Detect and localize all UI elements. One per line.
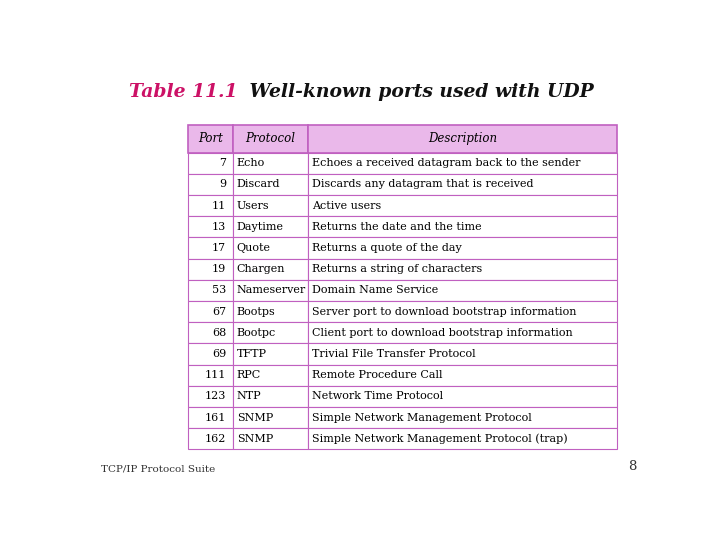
Bar — [308, 428, 617, 449]
Text: Active users: Active users — [312, 201, 381, 211]
Bar — [233, 238, 308, 259]
Text: Port: Port — [198, 132, 222, 145]
Text: Discard: Discard — [237, 179, 280, 190]
Bar — [233, 386, 308, 407]
Bar — [308, 386, 617, 407]
Bar — [233, 195, 308, 216]
Text: 53: 53 — [212, 286, 226, 295]
Bar — [308, 238, 617, 259]
Bar — [188, 343, 233, 364]
Bar — [308, 195, 617, 216]
Bar — [233, 259, 308, 280]
Text: Network Time Protocol: Network Time Protocol — [312, 392, 443, 401]
Text: 9: 9 — [219, 179, 226, 190]
Bar — [308, 407, 617, 428]
Text: Chargen: Chargen — [237, 264, 285, 274]
Text: Protocol: Protocol — [246, 132, 295, 145]
Bar — [308, 259, 617, 280]
Text: Daytime: Daytime — [237, 222, 284, 232]
Text: 162: 162 — [204, 434, 226, 444]
Text: Bootps: Bootps — [237, 307, 276, 316]
Text: 11: 11 — [212, 201, 226, 211]
Bar — [308, 216, 617, 238]
Bar — [188, 407, 233, 428]
Text: Users: Users — [237, 201, 269, 211]
Text: Trivial File Transfer Protocol: Trivial File Transfer Protocol — [312, 349, 475, 359]
Text: Server port to download bootstrap information: Server port to download bootstrap inform… — [312, 307, 577, 316]
Bar — [188, 195, 233, 216]
Text: Quote: Quote — [237, 243, 271, 253]
Bar — [188, 153, 233, 174]
Text: 8: 8 — [629, 460, 637, 473]
Text: Nameserver: Nameserver — [237, 286, 306, 295]
Bar — [308, 301, 617, 322]
Text: Returns the date and the time: Returns the date and the time — [312, 222, 482, 232]
Bar — [233, 153, 308, 174]
Bar — [308, 153, 617, 174]
Bar — [308, 343, 617, 364]
Bar — [233, 322, 308, 343]
Text: 13: 13 — [212, 222, 226, 232]
Bar — [188, 216, 233, 238]
Text: Simple Network Management Protocol (trap): Simple Network Management Protocol (trap… — [312, 434, 567, 444]
Text: SNMP: SNMP — [237, 434, 273, 444]
Bar — [188, 364, 233, 386]
Text: Simple Network Management Protocol: Simple Network Management Protocol — [312, 413, 531, 423]
Text: NTP: NTP — [237, 392, 261, 401]
Bar — [188, 238, 233, 259]
Bar — [233, 174, 308, 195]
Text: 161: 161 — [204, 413, 226, 423]
Text: RPC: RPC — [237, 370, 261, 380]
Text: 123: 123 — [204, 392, 226, 401]
Text: 111: 111 — [204, 370, 226, 380]
Text: Returns a string of characters: Returns a string of characters — [312, 264, 482, 274]
Bar — [233, 343, 308, 364]
Bar — [308, 174, 617, 195]
Text: 69: 69 — [212, 349, 226, 359]
Bar — [233, 428, 308, 449]
Text: Client port to download bootstrap information: Client port to download bootstrap inform… — [312, 328, 572, 338]
Text: Description: Description — [428, 132, 498, 145]
Bar — [233, 364, 308, 386]
Text: Echoes a received datagram back to the sender: Echoes a received datagram back to the s… — [312, 158, 580, 168]
Bar — [188, 301, 233, 322]
Text: 7: 7 — [219, 158, 226, 168]
Bar — [188, 428, 233, 449]
Bar — [188, 174, 233, 195]
Bar — [188, 125, 233, 153]
Bar — [233, 301, 308, 322]
Text: 68: 68 — [212, 328, 226, 338]
Text: TFTP: TFTP — [237, 349, 266, 359]
Text: 67: 67 — [212, 307, 226, 316]
Bar — [188, 322, 233, 343]
Text: Discards any datagram that is received: Discards any datagram that is received — [312, 179, 534, 190]
Text: 17: 17 — [212, 243, 226, 253]
Bar — [188, 259, 233, 280]
Text: SNMP: SNMP — [237, 413, 273, 423]
Text: Remote Procedure Call: Remote Procedure Call — [312, 370, 442, 380]
Text: Well-known ports used with UDP: Well-known ports used with UDP — [243, 83, 594, 101]
Bar — [188, 280, 233, 301]
Text: TCP/IP Protocol Suite: TCP/IP Protocol Suite — [101, 464, 215, 473]
Bar — [308, 364, 617, 386]
Bar — [233, 407, 308, 428]
Bar — [233, 280, 308, 301]
Bar — [308, 322, 617, 343]
Text: Returns a quote of the day: Returns a quote of the day — [312, 243, 462, 253]
Text: 19: 19 — [212, 264, 226, 274]
Text: Bootpc: Bootpc — [237, 328, 276, 338]
Text: Table 11.1: Table 11.1 — [130, 83, 238, 101]
Text: Echo: Echo — [237, 158, 265, 168]
Bar — [233, 216, 308, 238]
Bar — [308, 125, 617, 153]
Bar — [308, 280, 617, 301]
Bar — [233, 125, 308, 153]
Text: Domain Name Service: Domain Name Service — [312, 286, 438, 295]
Bar — [188, 386, 233, 407]
